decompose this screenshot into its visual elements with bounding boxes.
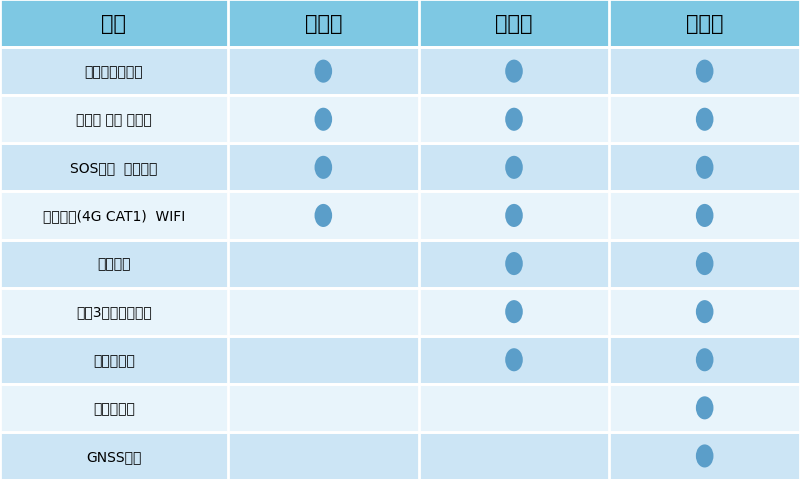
Ellipse shape [696,108,714,132]
Text: 紫外线 光照 总辐射: 紫外线 光照 总辐射 [76,113,152,127]
Text: 标准款: 标准款 [495,14,533,34]
Ellipse shape [696,156,714,180]
Ellipse shape [696,60,714,84]
Text: 专业款: 专业款 [686,14,723,34]
Ellipse shape [506,300,523,324]
Bar [0,96,800,144]
Ellipse shape [696,300,714,324]
Text: 人体舒适度: 人体舒适度 [93,353,135,367]
Ellipse shape [696,396,714,420]
Bar [0,240,800,288]
Ellipse shape [506,204,523,228]
Ellipse shape [314,204,332,228]
Ellipse shape [506,156,523,180]
Bar [0,0,800,48]
Ellipse shape [314,108,332,132]
Bar [0,432,800,480]
Text: 未来3小时天气预报: 未来3小时天气预报 [76,305,152,319]
Ellipse shape [314,156,332,180]
Text: SOS求救  电子罗盘: SOS求救 电子罗盘 [70,161,158,175]
Text: 无线传输(4G CAT1)  WIFI: 无线传输(4G CAT1) WIFI [43,209,185,223]
Ellipse shape [506,60,523,84]
Ellipse shape [696,444,714,468]
Text: GNSS定位: GNSS定位 [86,449,142,463]
Text: 基础款: 基础款 [305,14,342,34]
Text: 温湿压风速风向: 温湿压风速风向 [85,65,143,79]
Ellipse shape [696,252,714,276]
Ellipse shape [696,348,714,372]
Bar [0,192,800,240]
Text: 无线电静默: 无线电静默 [93,401,135,415]
Ellipse shape [506,252,523,276]
Ellipse shape [506,108,523,132]
Bar [0,144,800,192]
Ellipse shape [314,60,332,84]
Bar [0,336,800,384]
Bar [0,384,800,432]
Ellipse shape [696,204,714,228]
Text: 跑道温度: 跑道温度 [98,257,130,271]
Bar [0,48,800,96]
Text: 型号: 型号 [102,14,126,34]
Bar [0,288,800,336]
Ellipse shape [506,348,523,372]
